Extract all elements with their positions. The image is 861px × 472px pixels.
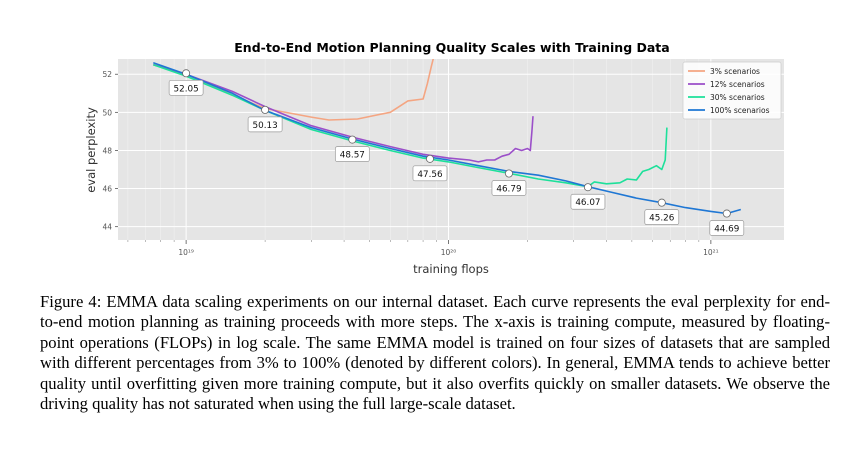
y-axis-label: eval perplexity bbox=[84, 107, 98, 193]
x-tick-label: 10²¹ bbox=[703, 248, 719, 257]
legend: 3% scenarios 12% scenarios 30% scenarios 10… bbox=[682, 61, 782, 120]
annotation-marker bbox=[261, 105, 270, 114]
caption-label: Figure 4: bbox=[40, 292, 102, 311]
annotation-marker bbox=[348, 135, 357, 144]
annotation-label: 44.69 bbox=[714, 225, 739, 235]
x-tick-label: 10²⁰ bbox=[441, 248, 457, 257]
y-tick-label: 44 bbox=[102, 223, 112, 232]
annotation-box bbox=[412, 165, 448, 182]
annotation-box bbox=[334, 146, 370, 162]
annotation-box bbox=[491, 180, 527, 196]
annotation-label: 47.56 bbox=[417, 170, 443, 180]
chart-svg: End-to-End Motion Planning Quality Scale… bbox=[84, 40, 784, 276]
y-tick-label: 50 bbox=[102, 108, 112, 117]
annotation-box bbox=[709, 220, 745, 236]
figure-caption: Figure 4: EMMA data scaling experiments … bbox=[40, 292, 830, 414]
x-tick-label: 10¹⁹ bbox=[178, 248, 194, 257]
annotation-layer: 52.05 50.13 48.57 47.56 46.79 46.07 45.26 44.69 bbox=[168, 69, 745, 236]
annotation-box bbox=[247, 116, 283, 133]
chart-figure: End-to-End Motion Planning Quality Scale… bbox=[84, 40, 784, 276]
y-tick-label: 52 bbox=[102, 70, 112, 79]
annotation-marker bbox=[583, 183, 592, 192]
annotation-label: 46.79 bbox=[496, 185, 521, 195]
series-line-12-scenarios bbox=[153, 63, 534, 163]
legend-entry: 3% scenarios bbox=[710, 67, 760, 76]
annotation-label: 52.05 bbox=[174, 84, 199, 94]
caption-text: EMMA data scaling experiments on our int… bbox=[40, 292, 830, 414]
annotation-marker bbox=[504, 169, 513, 178]
x-axis-label: training flops bbox=[413, 262, 489, 276]
annotation-marker bbox=[657, 198, 666, 207]
legend-entry: 12% scenarios bbox=[710, 80, 765, 89]
y-tick-label: 46 bbox=[102, 185, 112, 194]
legend-box bbox=[682, 61, 782, 120]
annotation-marker bbox=[722, 209, 731, 218]
legend-entry: 100% scenarios bbox=[710, 106, 770, 115]
annotation-label: 48.57 bbox=[340, 151, 365, 161]
annotation-box bbox=[168, 79, 204, 96]
annotation-label: 45.26 bbox=[649, 214, 675, 224]
legend-entry: 30% scenarios bbox=[710, 93, 765, 102]
annotation-label: 50.13 bbox=[253, 121, 278, 131]
annotation-box bbox=[570, 193, 606, 210]
series-line-30-scenarios bbox=[153, 63, 668, 188]
y-tick-label: 48 bbox=[102, 146, 112, 155]
axis-layer: 44 46 48 50 52 10¹⁹ 10²⁰ 10²¹ bbox=[102, 70, 718, 257]
annotation-marker bbox=[425, 154, 434, 163]
chart-title: End-to-End Motion Planning Quality Scale… bbox=[234, 40, 669, 55]
annotation-label: 46.07 bbox=[575, 198, 600, 208]
annotation-box bbox=[644, 209, 680, 226]
annotation-marker bbox=[182, 69, 191, 78]
